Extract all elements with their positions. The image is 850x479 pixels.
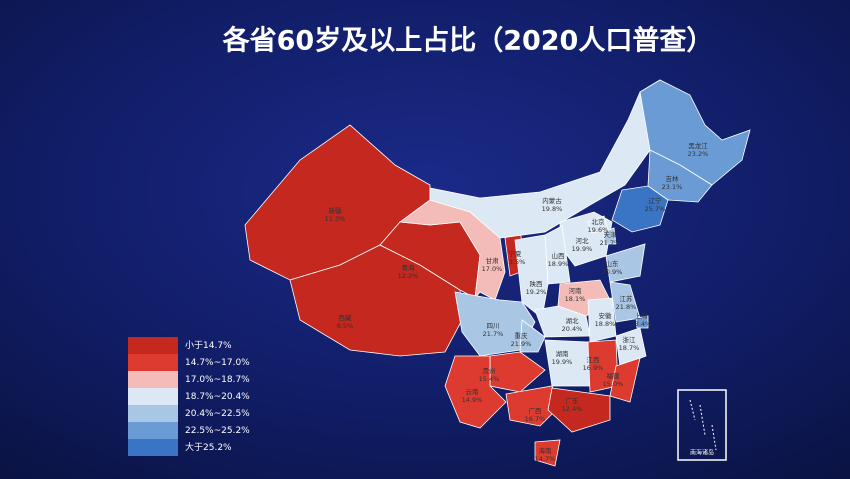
province-value: 19.9% (572, 245, 593, 253)
province-name: 广西 (529, 406, 543, 415)
province (519, 319, 546, 353)
province-value: 13.5% (505, 258, 526, 266)
legend-label: 22.5%~25.2% (185, 426, 250, 436)
province-value: 8.5% (337, 322, 354, 330)
legend-swatch (128, 337, 178, 354)
province (603, 227, 617, 245)
province-name: 上海 (635, 311, 649, 320)
province-value: 14.9% (462, 396, 483, 404)
province-name: 安徽 (599, 311, 613, 320)
legend-label: 小于14.7% (185, 340, 232, 351)
province-value: 21.7% (483, 330, 504, 338)
province-name: 湖北 (566, 316, 580, 325)
inset-box (677, 389, 727, 461)
province-name: 福建 (607, 371, 621, 380)
province-name: 云南 (466, 387, 480, 396)
province-name: 湖南 (556, 349, 570, 358)
legend-swatch (128, 422, 178, 439)
legend-swatch (128, 405, 178, 422)
province-name: 山西 (552, 251, 566, 260)
province (609, 357, 641, 403)
province-value: 23.4% (631, 320, 652, 328)
province (534, 439, 561, 467)
province-value: 20.9% (602, 268, 623, 276)
province-value: 16.9% (583, 364, 604, 372)
province (534, 305, 591, 338)
province-name: 新疆 (329, 206, 343, 215)
inset-label: 南海诸岛 (690, 449, 714, 457)
province (615, 327, 647, 367)
province-value: 15.0% (603, 380, 624, 388)
province-name: 海南 (539, 446, 553, 455)
legend-swatch (128, 439, 178, 456)
province-name: 青海 (402, 263, 416, 272)
province-value: 20.4% (562, 325, 583, 333)
province-name: 内蒙古 (542, 196, 562, 205)
legend-swatch (128, 388, 178, 405)
province (605, 243, 646, 283)
legend-label: 大于25.2% (185, 441, 232, 453)
province-name: 甘肃 (486, 256, 500, 265)
province-name: 天津 (604, 231, 618, 239)
province (514, 234, 549, 319)
province (547, 387, 611, 433)
inset-islands (689, 399, 717, 451)
legend-label: 20.4%~22.5% (185, 409, 250, 419)
province-value: 21.7% (600, 239, 621, 247)
province-value: 21.8% (616, 303, 637, 311)
province-name: 吉林 (666, 174, 680, 183)
province-name: 黑龙江 (688, 141, 708, 150)
province-name: 辽宁 (649, 196, 663, 205)
province-value: 12.4% (562, 405, 583, 413)
province-value: 18.7% (619, 344, 640, 352)
province (611, 185, 669, 233)
legend-swatch (128, 354, 178, 371)
legend: 小于14.7% 14.7%~17.0% 17.0%~18.7% 18.7%~20.4%… (128, 337, 250, 456)
province-value: 23.2% (688, 150, 709, 158)
province-name: 北京 (592, 217, 606, 226)
province-name: 江苏 (620, 294, 634, 303)
province-value: 21.9% (511, 340, 532, 348)
province-value: 15.4% (479, 375, 500, 383)
province-name: 河北 (576, 237, 590, 245)
province-value: 18.8% (595, 320, 616, 328)
legend-label: 17.0%~18.7% (185, 375, 250, 385)
province-name: 重庆 (515, 331, 529, 340)
province-name: 广东 (566, 396, 580, 405)
province-name: 山东 (606, 259, 620, 268)
province-value: 18.9% (548, 260, 569, 268)
province (505, 385, 561, 427)
province-value: 11.3% (325, 215, 346, 223)
legend-label: 18.7%~20.4% (185, 392, 250, 402)
province-name: 四川 (487, 322, 500, 330)
province-name: 河南 (569, 286, 583, 295)
chart-title: 各省60岁及以上占比（2020人口普查） (222, 25, 714, 57)
province-value: 23.1% (662, 183, 683, 191)
province-value: 25.7% (645, 205, 666, 213)
province-name: 贵州 (483, 366, 496, 375)
province-name: 宁夏 (509, 249, 523, 258)
province-value: 12.2% (398, 272, 419, 280)
province-value: 19.2% (526, 288, 547, 296)
province-value: 19.9% (552, 358, 573, 366)
legend-label: 14.7%~17.0% (185, 358, 250, 368)
province-name: 陕西 (530, 279, 544, 288)
province-name: 浙江 (623, 335, 637, 344)
province (635, 315, 649, 329)
province (444, 355, 507, 429)
legend-swatch (128, 371, 178, 388)
province-value: 14.7% (535, 455, 556, 463)
map: 新疆11.3%西藏8.5%青海12.2%甘肃17.0%宁夏13.5%内蒙古19.… (244, 79, 751, 467)
province-value: 16.7% (525, 415, 546, 423)
province-value: 19.6% (588, 226, 609, 234)
province-name: 西藏 (339, 313, 353, 322)
province-name: 江西 (587, 356, 601, 364)
province-value: 18.1% (565, 295, 586, 303)
province-value: 19.8% (542, 205, 563, 213)
province-value: 17.0% (482, 265, 503, 273)
